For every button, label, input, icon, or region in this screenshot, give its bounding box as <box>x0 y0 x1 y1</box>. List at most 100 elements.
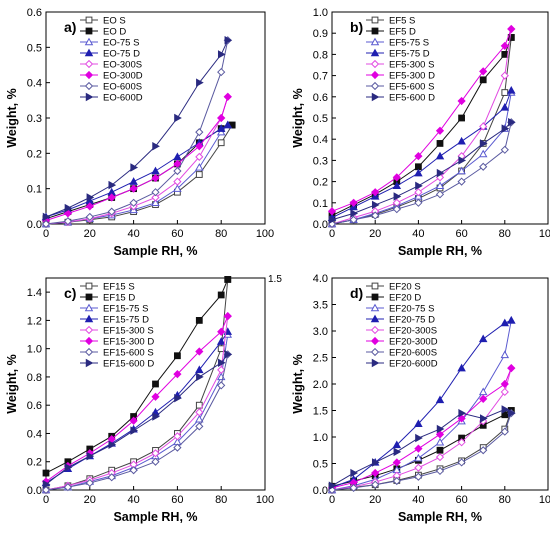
y-tick-label: 2.0 <box>313 379 328 391</box>
legend-entry: EO-75 S <box>103 38 139 49</box>
data-point <box>414 168 423 177</box>
data-point <box>173 443 182 452</box>
legend-entry: EF20-75 S <box>389 304 434 315</box>
data-point <box>195 408 204 417</box>
data-point <box>508 408 516 418</box>
legend-entry: EO-300S <box>103 60 142 71</box>
legend-marker <box>370 37 380 46</box>
x-tick-label: 60 <box>455 228 467 240</box>
data-point <box>217 327 226 336</box>
data-point <box>223 92 232 101</box>
x-tick-label: 100 <box>256 228 274 240</box>
data-point <box>217 381 226 390</box>
legend-marker <box>370 59 380 69</box>
x-tick-label: 100 <box>256 494 274 506</box>
legend-entry: EF5-600 D <box>389 93 435 104</box>
data-point <box>328 481 337 491</box>
data-point <box>500 145 509 154</box>
data-point <box>350 209 359 218</box>
chart-panel-2: 0 20 40 60 80 100 0.0 0.1 0.2 0.3 0.4 0.5 0.6 0.7 0.8 0… <box>291 7 550 258</box>
data-point <box>500 350 510 359</box>
data-point <box>217 113 226 123</box>
y-axis-label: Weight, % <box>291 354 305 414</box>
data-point <box>458 408 467 418</box>
data-point <box>107 473 116 482</box>
series-eo-600d <box>42 36 233 222</box>
legend-entry: EF15-600 D <box>103 359 154 370</box>
legend-marker <box>371 293 379 301</box>
data-point <box>327 207 337 216</box>
x-tick-label: 20 <box>84 228 96 240</box>
data-point <box>457 458 466 467</box>
y-axis-label: Weight, % <box>5 88 19 148</box>
x-tick-label: 0 <box>329 228 335 240</box>
legend-marker <box>85 92 94 102</box>
series-line <box>331 320 512 491</box>
data-point <box>85 212 94 222</box>
data-point <box>393 447 402 457</box>
data-point <box>129 198 138 207</box>
data-point <box>457 438 466 447</box>
legend-marker <box>85 27 93 35</box>
series-line <box>331 408 512 487</box>
data-point <box>414 472 423 481</box>
series-line <box>331 121 512 221</box>
legend-marker <box>370 48 380 57</box>
x-tick-label: 0 <box>43 494 49 506</box>
data-point <box>436 140 444 147</box>
legend-entry: EF20-300S <box>389 326 437 337</box>
legend-marker <box>84 81 94 91</box>
data-point <box>479 139 488 148</box>
panel-label: c) <box>64 285 76 301</box>
data-point <box>371 458 380 467</box>
legend-entry: EF5 D <box>389 27 416 38</box>
series-line <box>45 279 229 474</box>
data-point <box>501 124 510 133</box>
legend-marker <box>371 16 379 24</box>
y-tick-label: 0.4 <box>313 134 328 146</box>
data-point <box>371 211 380 220</box>
y-tick-label: 0.3 <box>27 113 42 125</box>
x-tick-label: 40 <box>412 494 424 506</box>
data-point <box>217 67 226 77</box>
series-eo-300d <box>41 92 232 225</box>
series-line <box>45 40 229 225</box>
data-point <box>507 86 516 94</box>
y-tick-label: 0.5 <box>313 459 328 471</box>
data-point <box>500 318 510 327</box>
data-point <box>217 291 225 299</box>
data-point <box>174 393 182 403</box>
legend-marker <box>84 37 94 46</box>
data-point <box>129 184 138 193</box>
data-point <box>41 219 51 229</box>
legend-marker <box>84 303 94 312</box>
data-point <box>195 142 204 151</box>
y-tick-label: 0.4 <box>27 428 42 440</box>
y-tick-label: 1.0 <box>27 344 42 356</box>
y-tick-label: 0.6 <box>313 92 328 104</box>
legend-marker <box>370 347 380 357</box>
series-line <box>45 40 229 218</box>
legend-entry: EF5-600 S <box>389 82 434 93</box>
data-point <box>42 469 50 477</box>
legend-marker <box>85 16 93 24</box>
series-line <box>331 28 512 225</box>
y-tick-label: 3.0 <box>313 326 328 338</box>
data-point <box>63 217 73 226</box>
panel-label: a) <box>64 19 76 35</box>
data-point <box>457 363 466 372</box>
data-point <box>457 177 466 186</box>
data-point <box>500 379 509 389</box>
data-point <box>223 120 233 129</box>
series-line <box>45 124 229 218</box>
data-point <box>130 163 139 172</box>
data-point <box>151 198 160 207</box>
legend-marker <box>370 303 380 312</box>
legend-entry: EF20-600D <box>389 359 438 370</box>
data-point <box>414 453 423 462</box>
data-point <box>371 200 380 210</box>
data-point <box>86 193 95 202</box>
data-point <box>151 193 160 202</box>
x-tick-label: 60 <box>171 228 183 240</box>
x-tick-label: 80 <box>499 494 511 506</box>
